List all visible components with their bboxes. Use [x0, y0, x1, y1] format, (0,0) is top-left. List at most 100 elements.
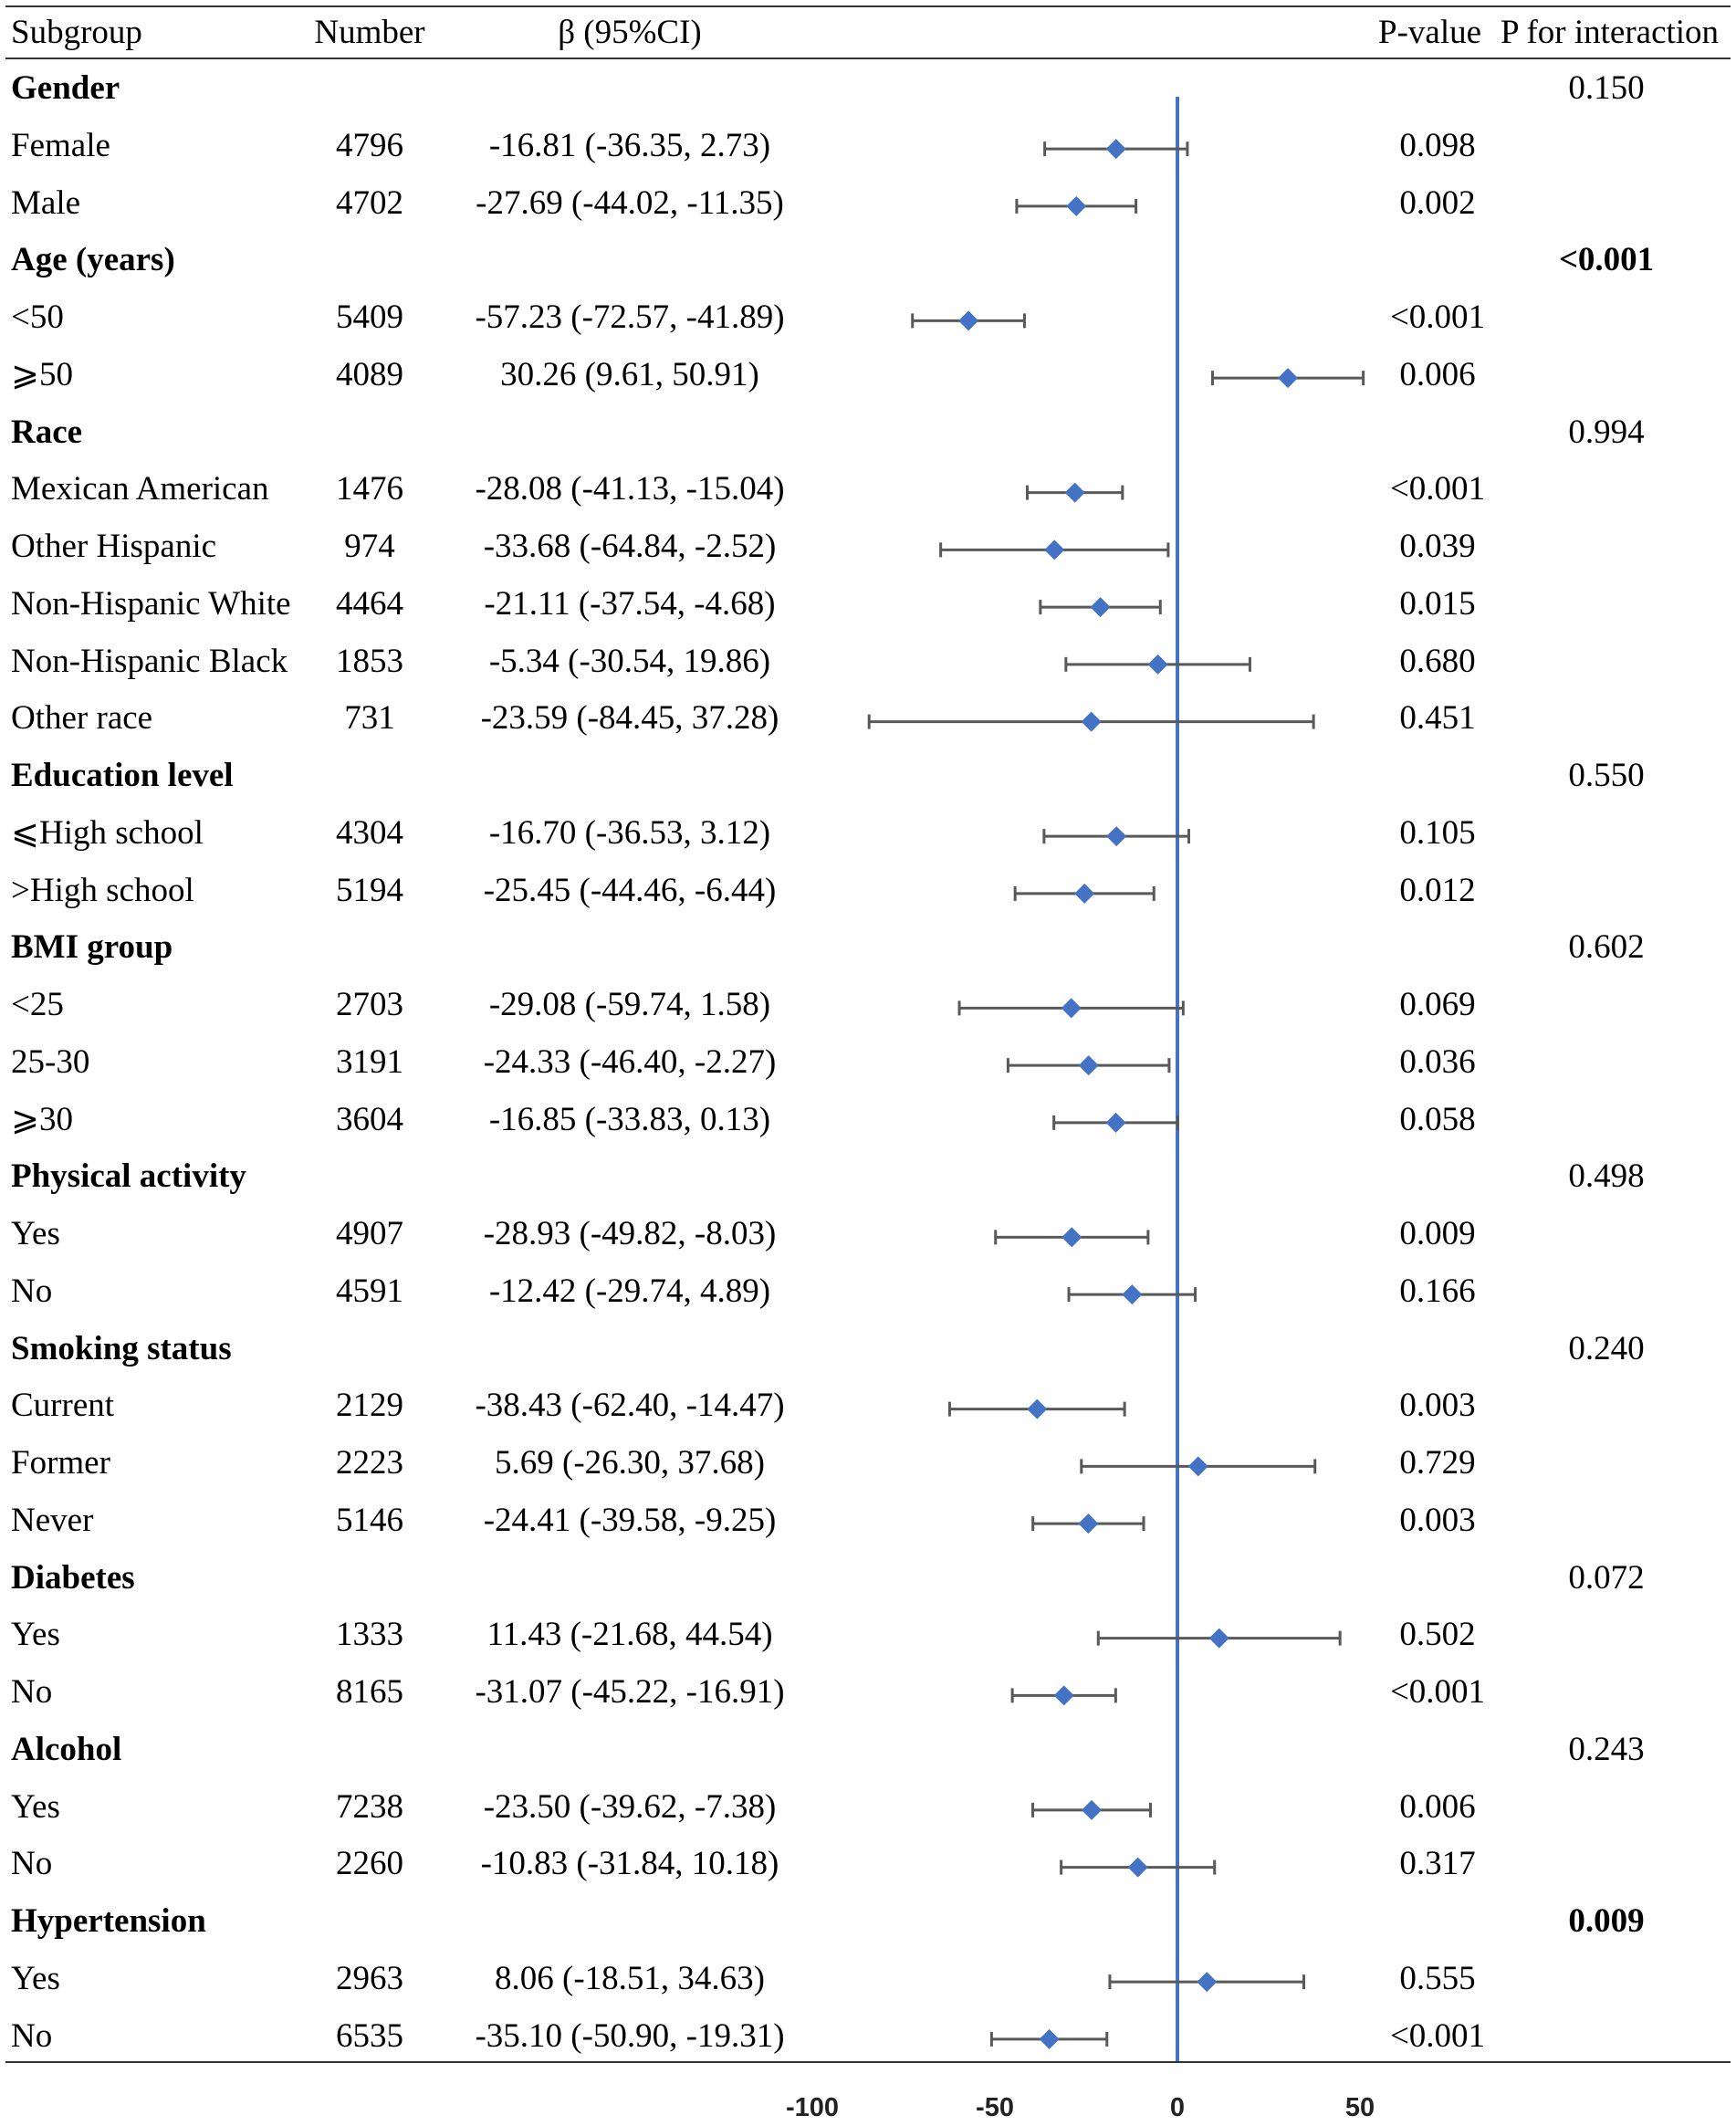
number-value: 6535 — [336, 2016, 403, 2055]
number-value: 2223 — [336, 1444, 403, 1482]
table-row: 25-30 3191 -24.33 (-46.40, -2.27) 0.036 — [0, 1034, 1736, 1091]
p-interaction-value: 0.009 — [1568, 1902, 1645, 1940]
point-estimate-marker — [1044, 539, 1065, 560]
beta-ci-value: -12.42 (-29.74, 4.89) — [488, 1272, 771, 1310]
point-estimate-marker — [1106, 826, 1127, 847]
subgroup-label: No — [11, 1845, 53, 1883]
number-value: 4304 — [336, 813, 403, 852]
point-estimate-marker — [1061, 1227, 1082, 1248]
x-tick-label: 0 — [1170, 2093, 1185, 2122]
point-estimate-marker — [1082, 1799, 1102, 1820]
beta-ci-value: -24.33 (-46.40, -2.27) — [483, 1042, 777, 1081]
number-value: 4702 — [336, 183, 403, 222]
point-estimate-marker — [1090, 597, 1111, 618]
p-value: 0.105 — [1399, 813, 1476, 852]
p-value: 0.555 — [1399, 1959, 1476, 1997]
point-estimate-marker — [1105, 139, 1126, 160]
table-row: Other Hispanic 974 -33.68 (-64.84, -2.52) 0… — [0, 518, 1736, 575]
x-tick-label: -50 — [976, 2093, 1014, 2122]
p-value: 0.680 — [1399, 642, 1476, 680]
beta-ci-value: -31.07 (-45.22, -16.91) — [475, 1673, 785, 1711]
subgroup-label: Yes — [11, 1616, 60, 1654]
table-row: Yes 2963 8.06 (-18.51, 34.63) 0.555 — [0, 1951, 1736, 2007]
group-header-row: Smoking status 0.240 — [0, 1321, 1736, 1377]
number-value: 1333 — [336, 1616, 403, 1654]
beta-ci-value: -16.81 (-36.35, 2.73) — [488, 126, 771, 164]
p-interaction-value: 0.240 — [1568, 1329, 1645, 1367]
beta-ci-value: -27.69 (-44.02, -11.35) — [476, 183, 784, 222]
subgroup-label: Yes — [11, 1215, 60, 1252]
group-label: Smoking status — [11, 1329, 232, 1367]
group-header-row: BMI group 0.602 — [0, 919, 1736, 976]
subgroup-label: Yes — [11, 1787, 60, 1826]
beta-ci-value: -29.08 (-59.74, 1.58) — [488, 986, 771, 1023]
point-estimate-marker — [1074, 883, 1095, 904]
subgroup-label: Other race — [11, 699, 153, 738]
subgroup-label: ⩽High school — [11, 813, 204, 852]
point-estimate-marker — [1061, 998, 1082, 1019]
header-rule — [5, 58, 1731, 59]
group-label: BMI group — [11, 928, 173, 967]
beta-ci-value: -38.43 (-62.40, -14.47) — [475, 1387, 785, 1425]
subgroup-label: <25 — [11, 986, 64, 1023]
beta-ci-value: -35.10 (-50.90, -19.31) — [475, 2016, 785, 2055]
p-value: <0.001 — [1389, 298, 1486, 336]
group-header-row: Physical activity 0.498 — [0, 1148, 1736, 1205]
table-row: No 6535 -35.10 (-50.90, -19.31) <0.001 — [0, 2008, 1736, 2065]
group-label: Alcohol — [11, 1730, 122, 1768]
subgroup-label: Male — [11, 183, 81, 222]
point-estimate-marker — [1078, 1055, 1099, 1076]
header-p-for-interaction: P for interaction — [1501, 14, 1720, 51]
table-row: Yes 4907 -28.93 (-49.82, -8.03) 0.009 — [0, 1206, 1736, 1262]
p-value: 0.317 — [1399, 1845, 1476, 1883]
group-label: Hypertension — [11, 1902, 206, 1940]
number-value: 8165 — [336, 1673, 403, 1711]
group-header-row: Hypertension 0.009 — [0, 1893, 1736, 1950]
p-value: 0.009 — [1399, 1215, 1476, 1252]
p-interaction-value: 0.072 — [1568, 1558, 1645, 1597]
point-estimate-marker — [1078, 1513, 1099, 1534]
p-value: 0.729 — [1399, 1444, 1476, 1482]
beta-ci-value: -16.85 (-33.83, 0.13) — [488, 1100, 771, 1138]
subgroup-label: Yes — [11, 1959, 60, 1997]
number-value: 5409 — [336, 298, 403, 336]
beta-ci-value: -33.68 (-64.84, -2.52) — [483, 528, 777, 565]
p-interaction-value: <0.001 — [1558, 241, 1655, 279]
point-estimate-marker — [1187, 1456, 1208, 1477]
p-interaction-value: 0.994 — [1568, 413, 1645, 451]
p-value: <0.001 — [1389, 2016, 1486, 2055]
beta-ci-value: -28.93 (-49.82, -8.03) — [483, 1215, 777, 1252]
p-value: 0.039 — [1399, 528, 1476, 565]
bottom-rule — [5, 2061, 1731, 2063]
number-value: 2129 — [336, 1387, 403, 1425]
table-row: Yes 1333 11.43 (-21.68, 44.54) 0.502 — [0, 1607, 1736, 1663]
table-row: Yes 7238 -23.50 (-39.62, -7.38) 0.006 — [0, 1779, 1736, 1836]
header-number: Number — [314, 14, 425, 51]
p-value: 0.015 — [1399, 584, 1476, 623]
point-estimate-marker — [1027, 1398, 1048, 1419]
x-tick-label: -100 — [786, 2093, 839, 2122]
beta-ci-value: 5.69 (-26.30, 37.68) — [495, 1444, 765, 1482]
beta-ci-value: -28.08 (-41.13, -15.04) — [475, 470, 785, 508]
p-value: 0.006 — [1399, 355, 1476, 393]
beta-ci-value: 30.26 (9.61, 50.91) — [500, 355, 759, 393]
table-row: Other race 731 -23.59 (-84.45, 37.28) 0.451 — [0, 690, 1736, 747]
point-estimate-marker — [958, 310, 979, 331]
point-estimate-marker — [1105, 1112, 1126, 1133]
number-value: 2963 — [336, 1959, 403, 1997]
number-value: 4591 — [336, 1272, 403, 1310]
p-value: <0.001 — [1389, 1673, 1486, 1711]
group-label: Physical activity — [11, 1157, 246, 1196]
beta-ci-value: -24.41 (-39.58, -9.25) — [483, 1501, 777, 1539]
number-value: 5146 — [336, 1501, 403, 1539]
subgroup-label: 25-30 — [11, 1042, 90, 1081]
table-row: Male 4702 -27.69 (-44.02, -11.35) 0.002 — [0, 175, 1736, 232]
subgroup-label: Other Hispanic — [11, 528, 217, 565]
point-estimate-marker — [1208, 1628, 1229, 1649]
number-value: 1476 — [336, 470, 403, 508]
table-row: ⩾30 3604 -16.85 (-33.83, 0.13) 0.058 — [0, 1092, 1736, 1148]
table-row: Mexican American 1476 -28.08 (-41.13, -15.… — [0, 461, 1736, 518]
p-interaction-value: 0.550 — [1568, 757, 1645, 794]
table-row: >High school 5194 -25.45 (-44.46, -6.44) 0.… — [0, 863, 1736, 919]
